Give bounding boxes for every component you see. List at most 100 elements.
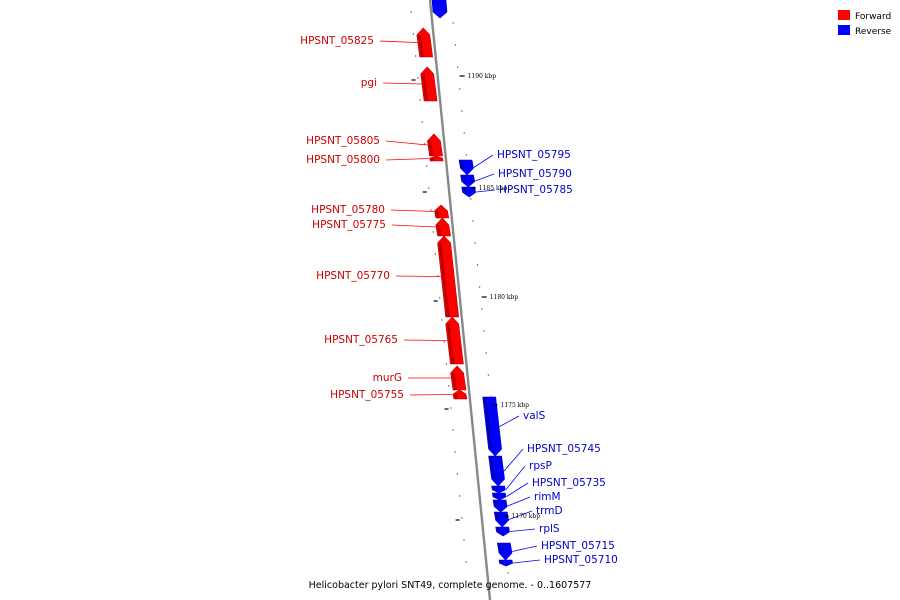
gene-label[interactable]: HPSNT_05800: [306, 154, 380, 166]
gene-leader-line: [513, 559, 541, 564]
gene-HPSNT_05770[interactable]: HPSNT_05770: [316, 235, 460, 318]
legend-reverse-label: Reverse: [855, 27, 892, 37]
minor-tick-dots: [410, 11, 509, 574]
gene-leader-line: [510, 528, 536, 532]
minor-tick-dot: [417, 77, 419, 79]
gene-label[interactable]: HPSNT_05765: [324, 334, 398, 346]
minor-tick-dot: [463, 132, 465, 134]
gene-label[interactable]: HPSNT_05805: [306, 135, 380, 147]
gene-leader-line: [409, 394, 453, 396]
minor-tick-dot: [412, 33, 415, 35]
minor-tick-dot: [474, 242, 476, 244]
gene-rplS[interactable]: rplS: [495, 523, 560, 537]
gene-label[interactable]: HPSNT_05770: [316, 270, 390, 282]
gene-label[interactable]: HPSNT_05780: [311, 204, 385, 216]
gene-leader-line: [499, 415, 520, 427]
gene-HPSNT_05735[interactable]: HPSNT_05735: [491, 477, 606, 501]
gene-arrow-shade: [428, 141, 434, 156]
minor-tick-dot: [458, 495, 461, 497]
gene-label[interactable]: rimM: [534, 491, 561, 503]
gene-HPSNT_05800[interactable]: HPSNT_05800: [306, 154, 444, 166]
minor-tick-dot: [421, 121, 423, 123]
gene-arrow-shade: [462, 187, 467, 193]
minor-tick-dot: [432, 231, 434, 233]
gene-HPSNT_05805[interactable]: HPSNT_05805: [306, 133, 443, 157]
genome-backbone: [428, 0, 492, 600]
minor-tick-dot: [472, 220, 474, 222]
gene-label[interactable]: HPSNT_05755: [330, 389, 404, 401]
minor-tick-dot: [485, 352, 487, 354]
gene-HPSNT_05825[interactable]: HPSNT_05825: [300, 27, 434, 58]
minor-tick-dot: [459, 88, 461, 90]
gene-HPSNT_05715[interactable]: HPSNT_05715: [496, 540, 615, 561]
gene-arrow[interactable]: [431, 0, 448, 19]
gene-HPSNT_05780[interactable]: HPSNT_05780: [311, 204, 450, 219]
gene-label[interactable]: HPSNT_05710: [544, 554, 618, 566]
gene-label[interactable]: rpsP: [529, 460, 552, 472]
gene-HPSNT_05785[interactable]: HPSNT_05785: [461, 184, 573, 198]
gene-label[interactable]: pgi: [361, 77, 377, 89]
gene-leader-line: [507, 496, 531, 507]
gene-label[interactable]: HPSNT_05775: [312, 219, 386, 231]
legend: Forward Reverse: [838, 10, 892, 37]
minor-tick-dot: [441, 319, 443, 321]
gene-murG[interactable]: murG: [373, 365, 467, 391]
gene-HPSNT_05775[interactable]: HPSNT_05775: [312, 217, 451, 237]
gene-arrow-shade: [446, 324, 455, 364]
gene-HPSNT_05710[interactable]: HPSNT_05710: [498, 554, 618, 567]
gene-arrow-shade: [430, 158, 435, 161]
gene-label[interactable]: murG: [373, 372, 402, 384]
gene-trmD[interactable]: trmD: [493, 505, 563, 528]
gene-label[interactable]: HPSNT_05825: [300, 35, 374, 47]
gene-leader-line: [473, 154, 494, 168]
gene-arrow-shade: [451, 373, 457, 390]
gene-label[interactable]: trmD: [536, 505, 563, 517]
minor-tick-dot: [439, 297, 441, 299]
gene-leader-line: [403, 339, 448, 341]
scale-tick-label: 1190 kbp: [468, 73, 497, 80]
gene-leader-line: [512, 545, 538, 552]
gene-leader-line: [476, 189, 496, 193]
gene-label[interactable]: valS: [523, 410, 546, 422]
minor-tick-dot: [456, 473, 459, 475]
gene-pgi[interactable]: pgi: [361, 66, 438, 102]
minor-tick-dot: [454, 451, 456, 453]
gene-partial-top[interactable]: [431, 0, 448, 19]
scale-tick: 1185 kbp: [422, 185, 508, 193]
scale-tick: 1190 kbp: [411, 73, 497, 81]
gene-label[interactable]: rplS: [539, 523, 560, 535]
gene-label[interactable]: HPSNT_05785: [499, 184, 573, 196]
minor-tick-dot: [461, 517, 463, 519]
scale-ticks: 1190 kbp 1185 kbp 1180 kbp 1175 kbp 1170 kbp: [411, 73, 540, 521]
gene-HPSNT_05765[interactable]: HPSNT_05765: [324, 316, 464, 365]
gene-leader-line: [474, 173, 495, 182]
gene-label[interactable]: HPSNT_05790: [498, 168, 572, 180]
gene-rpsP[interactable]: rpsP: [491, 460, 552, 494]
gene-label[interactable]: HPSNT_05795: [497, 149, 571, 161]
gene-arrow-shade: [492, 486, 497, 490]
gene-leader-line: [503, 448, 524, 472]
gene-valS[interactable]: valS: [482, 396, 546, 457]
gene-arrow-shade: [489, 456, 496, 479]
gene-HPSNT_05745[interactable]: HPSNT_05745: [488, 443, 601, 487]
gene-arrow-shade: [483, 397, 493, 449]
gene-label[interactable]: HPSNT_05715: [541, 540, 615, 552]
minor-tick-dot: [452, 22, 454, 24]
minor-tick-dot: [470, 198, 472, 200]
gene-label[interactable]: HPSNT_05745: [527, 443, 601, 455]
gene-HPSNT_05795[interactable]: HPSNT_05795: [458, 149, 571, 176]
gene-leader-line: [505, 465, 526, 490]
minor-tick-dot: [450, 407, 452, 409]
caption: Helicobacter pylori SNT49, complete geno…: [309, 580, 592, 591]
gene-leader-line: [506, 482, 529, 497]
gene-HPSNT_05755[interactable]: HPSNT_05755: [330, 389, 468, 401]
minor-tick-dot: [507, 572, 509, 574]
gene-HPSNT_05790[interactable]: HPSNT_05790: [460, 168, 572, 188]
minor-tick-dot: [414, 55, 417, 57]
gene-rimM[interactable]: rimM: [492, 491, 561, 513]
gene-leader-line: [508, 510, 533, 520]
gene-label[interactable]: HPSNT_05735: [532, 477, 606, 489]
scale-tick-label: 1185 kbp: [479, 185, 508, 192]
gene-arrow-shade: [421, 74, 429, 101]
